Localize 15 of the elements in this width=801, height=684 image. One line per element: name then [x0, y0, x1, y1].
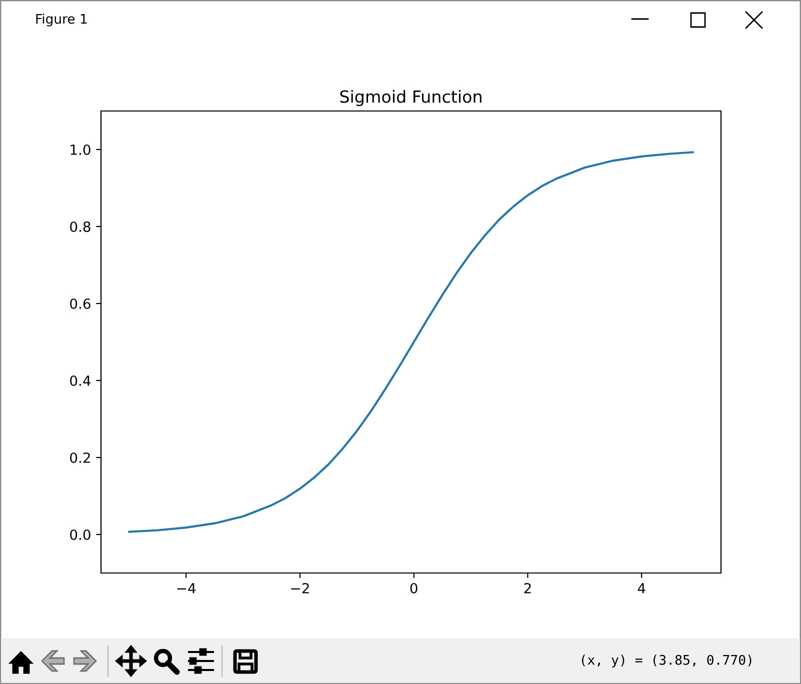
x-tick-label: 0 — [410, 582, 418, 594]
line-series — [128, 151, 694, 533]
x-tick-label: 4 — [638, 583, 646, 594]
y-tick-label: 1.0 — [70, 144, 90, 155]
y-tick-label: 0.8 — [70, 221, 90, 232]
caption: Figure 1 — [36, 14, 87, 26]
chart-title: Sigmoid Function — [340, 90, 482, 106]
x-tick-label: 2 — [524, 582, 531, 594]
x-tick-label: −4 — [177, 583, 196, 594]
y-tick-label: 0.4 — [70, 375, 90, 386]
x-tick-label: −2 — [291, 582, 309, 594]
y-tick-label: 0.6 — [70, 298, 90, 309]
text: (x, y) = (3.85, 0.770) — [582, 654, 752, 668]
y-tick-label: 0.2 — [70, 452, 90, 463]
y-tick-label: 0.0 — [70, 529, 90, 540]
